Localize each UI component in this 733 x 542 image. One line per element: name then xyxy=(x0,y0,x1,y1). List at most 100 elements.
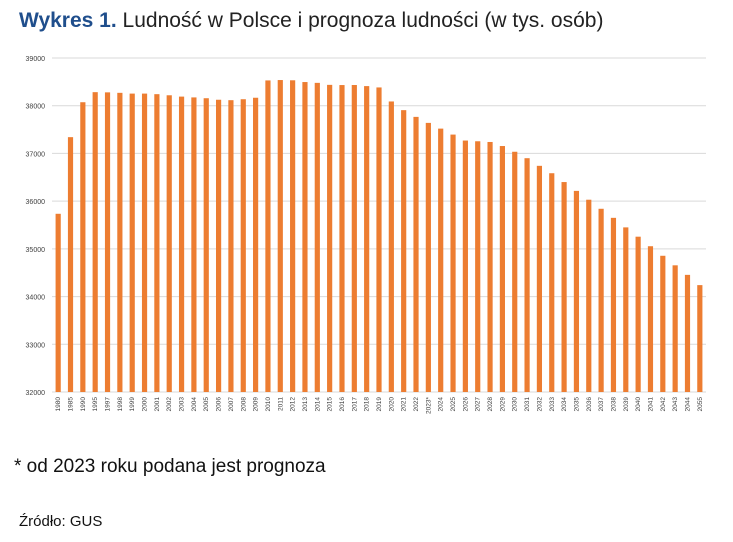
x-tick-label: 2007 xyxy=(228,397,235,412)
x-tick-label: 2006 xyxy=(216,397,223,412)
bar xyxy=(327,84,333,392)
x-tick-label: 1998 xyxy=(117,397,124,412)
y-tick-label: 35000 xyxy=(26,247,46,254)
x-tick-label: 2026 xyxy=(462,397,469,412)
bar xyxy=(166,95,172,392)
chart-title-text: Ludność w Polsce i prognoza ludności (w … xyxy=(122,9,604,32)
bar xyxy=(141,93,148,393)
x-tick-label: 2033 xyxy=(549,397,556,412)
bar xyxy=(697,285,703,392)
x-tick-label: 2038 xyxy=(610,397,617,412)
x-tick-label: 1997 xyxy=(105,397,112,412)
x-tick-label: 2005 xyxy=(203,397,210,412)
x-tick-label: 2004 xyxy=(191,397,198,412)
bar xyxy=(265,80,271,392)
x-tick-label: 1980 xyxy=(55,397,62,412)
bar xyxy=(228,100,234,392)
x-tick-label: 2010 xyxy=(265,397,272,412)
x-tick-label: 2040 xyxy=(635,397,642,412)
bar xyxy=(253,97,259,392)
bar xyxy=(536,165,543,392)
bar xyxy=(635,236,641,392)
x-tick-label: 2015 xyxy=(327,397,334,412)
x-tick-label: 2044 xyxy=(684,397,691,412)
x-tick-label: 2025 xyxy=(450,397,457,412)
bar xyxy=(376,87,382,393)
x-tick-label: 2037 xyxy=(598,397,605,412)
y-tick-label: 37000 xyxy=(26,151,46,158)
x-tick-label: 1990 xyxy=(80,397,87,412)
bar xyxy=(154,94,160,393)
x-tick-label: 2014 xyxy=(314,397,321,412)
bar xyxy=(339,85,345,392)
x-tick-label: 2028 xyxy=(487,397,494,412)
bar xyxy=(215,99,222,392)
x-tick-label: 1999 xyxy=(129,397,136,412)
bar xyxy=(351,85,357,392)
forecast-note: * od 2023 roku podana jest prognoza xyxy=(14,456,326,477)
y-tick-label: 39000 xyxy=(26,56,46,63)
bar xyxy=(672,265,678,392)
bar xyxy=(104,92,111,393)
x-tick-label: 2021 xyxy=(401,397,408,412)
bar xyxy=(524,158,530,392)
source-label: Źródło: GUS xyxy=(19,513,103,530)
bar xyxy=(499,146,505,392)
x-tick-label: 2017 xyxy=(351,397,358,412)
x-tick-label: 2001 xyxy=(154,397,161,412)
chart-title-lead: Wykres 1. xyxy=(19,9,117,32)
bar xyxy=(290,80,296,393)
bar xyxy=(302,82,308,392)
y-tick-label: 34000 xyxy=(26,295,46,302)
bar xyxy=(129,93,135,393)
x-tick-label: 2016 xyxy=(339,397,346,412)
bar xyxy=(512,151,518,392)
bar xyxy=(549,173,555,392)
x-tick-label: 2003 xyxy=(179,397,186,412)
bar xyxy=(610,217,617,392)
x-tick-label: 2000 xyxy=(142,397,149,412)
x-tick-label: 2009 xyxy=(253,397,260,412)
x-tick-label: 2027 xyxy=(475,397,482,412)
y-tick-label: 38000 xyxy=(26,104,46,111)
x-tick-label: 2043 xyxy=(672,397,679,412)
x-tick-label: 2030 xyxy=(512,397,519,412)
x-tick-label: 2032 xyxy=(536,397,543,412)
x-tick-label: 1985 xyxy=(68,397,75,412)
x-tick-label: 2031 xyxy=(524,397,531,412)
bar xyxy=(314,82,320,393)
bar xyxy=(364,86,370,393)
bar xyxy=(178,96,185,392)
x-tick-label: 2039 xyxy=(623,397,630,412)
bar xyxy=(92,92,98,393)
x-tick-label: 2008 xyxy=(240,397,247,412)
bar xyxy=(586,199,592,392)
bar xyxy=(413,116,419,392)
x-tick-label: 2013 xyxy=(302,397,309,412)
bar-chart: 32000 33000 34000 35000 36000 37000 38000 39000… xyxy=(26,56,706,414)
bar xyxy=(573,190,580,392)
x-tick-label: 2022 xyxy=(413,397,420,412)
bar xyxy=(67,137,74,392)
bar xyxy=(203,98,209,392)
x-tick-label: 2036 xyxy=(586,397,593,412)
bar xyxy=(425,122,431,393)
bar xyxy=(240,99,246,392)
x-tick-label: 2042 xyxy=(660,397,667,412)
y-tick-label: 32000 xyxy=(26,390,46,397)
bar xyxy=(191,97,197,393)
bar xyxy=(487,141,493,392)
x-tick-label: 2018 xyxy=(364,397,371,412)
x-tick-label: 2041 xyxy=(647,397,654,412)
bar xyxy=(647,246,654,392)
bar xyxy=(660,255,666,392)
bar xyxy=(561,182,567,392)
x-tick-label: 1995 xyxy=(92,397,99,412)
x-tick-label: 2034 xyxy=(561,397,568,412)
x-tick-label: 2012 xyxy=(290,397,297,412)
y-tick-label: 33000 xyxy=(26,342,46,349)
x-tick-label: 2023* xyxy=(425,397,432,414)
bar xyxy=(117,92,123,393)
bar xyxy=(55,213,61,392)
x-tick-label: 2029 xyxy=(499,397,506,412)
